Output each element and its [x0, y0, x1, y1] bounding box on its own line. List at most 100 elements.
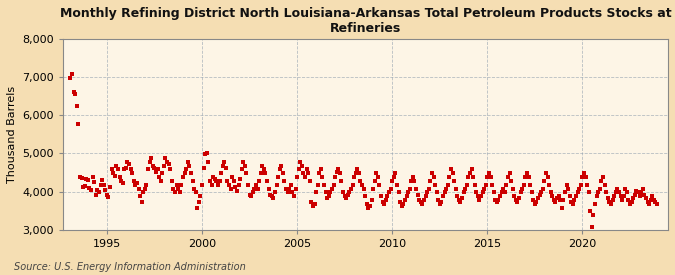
Point: [336, 179, 347, 183]
Point: [342, 192, 353, 197]
Point: [357, 183, 368, 187]
Point: [242, 183, 253, 187]
Point: [106, 167, 117, 172]
Point: [637, 186, 648, 191]
Point: [340, 194, 350, 198]
Point: [623, 198, 634, 202]
Point: [143, 167, 154, 172]
Point: [209, 177, 220, 182]
Point: [349, 175, 360, 179]
Point: [632, 190, 643, 195]
Point: [119, 167, 130, 172]
Point: [130, 183, 141, 187]
Point: [374, 183, 385, 187]
Point: [360, 194, 371, 198]
Point: [612, 186, 622, 191]
Point: [477, 190, 488, 195]
Point: [73, 122, 84, 127]
Point: [230, 185, 241, 189]
Point: [187, 179, 198, 183]
Point: [601, 190, 612, 195]
Point: [90, 192, 101, 197]
Point: [192, 205, 202, 210]
Point: [193, 200, 204, 205]
Point: [583, 190, 594, 195]
Point: [257, 163, 268, 168]
Point: [472, 194, 483, 198]
Point: [287, 190, 298, 195]
Point: [293, 167, 304, 172]
Point: [607, 198, 618, 202]
Point: [205, 179, 215, 183]
Point: [469, 183, 480, 187]
Point: [330, 175, 341, 179]
Point: [446, 167, 456, 172]
Point: [95, 183, 106, 187]
Point: [383, 190, 394, 195]
Point: [323, 194, 334, 198]
Point: [184, 163, 194, 168]
Point: [488, 190, 499, 195]
Point: [420, 194, 431, 198]
Point: [86, 188, 97, 192]
Point: [240, 163, 250, 168]
Point: [497, 186, 508, 191]
Point: [412, 192, 423, 197]
Point: [68, 90, 79, 95]
Point: [121, 166, 132, 170]
Point: [580, 175, 591, 179]
Point: [576, 183, 587, 187]
Point: [610, 190, 621, 195]
Point: [549, 198, 560, 202]
Point: [571, 194, 582, 198]
Point: [288, 194, 299, 198]
Point: [569, 198, 580, 202]
Point: [269, 190, 280, 195]
Point: [320, 190, 331, 195]
Point: [506, 179, 516, 183]
Point: [501, 183, 512, 187]
Point: [482, 175, 493, 179]
Point: [551, 196, 562, 201]
Point: [217, 163, 228, 168]
Point: [471, 190, 482, 195]
Point: [622, 190, 632, 195]
Point: [404, 186, 415, 191]
Point: [382, 194, 393, 198]
Point: [520, 175, 531, 179]
Point: [450, 186, 461, 191]
Point: [103, 194, 114, 199]
Point: [232, 189, 242, 193]
Point: [609, 194, 620, 198]
Point: [408, 175, 418, 179]
Point: [200, 152, 211, 156]
Point: [555, 198, 566, 202]
Point: [483, 171, 494, 175]
Point: [196, 183, 207, 187]
Point: [169, 190, 180, 195]
Point: [402, 190, 413, 195]
Point: [400, 198, 410, 202]
Point: [206, 183, 217, 187]
Point: [238, 160, 248, 164]
Point: [642, 200, 653, 205]
Point: [267, 194, 277, 198]
Point: [157, 171, 168, 175]
Point: [284, 186, 294, 191]
Point: [215, 171, 226, 175]
Point: [233, 183, 244, 187]
Point: [136, 200, 147, 205]
Point: [564, 194, 575, 198]
Point: [560, 190, 570, 195]
Point: [126, 167, 136, 172]
Point: [590, 202, 601, 206]
Point: [355, 179, 366, 183]
Point: [390, 171, 401, 175]
Point: [639, 192, 649, 197]
Point: [141, 183, 152, 187]
Point: [517, 186, 528, 191]
Point: [227, 175, 238, 179]
Point: [624, 202, 635, 206]
Point: [539, 179, 550, 183]
Point: [181, 167, 192, 172]
